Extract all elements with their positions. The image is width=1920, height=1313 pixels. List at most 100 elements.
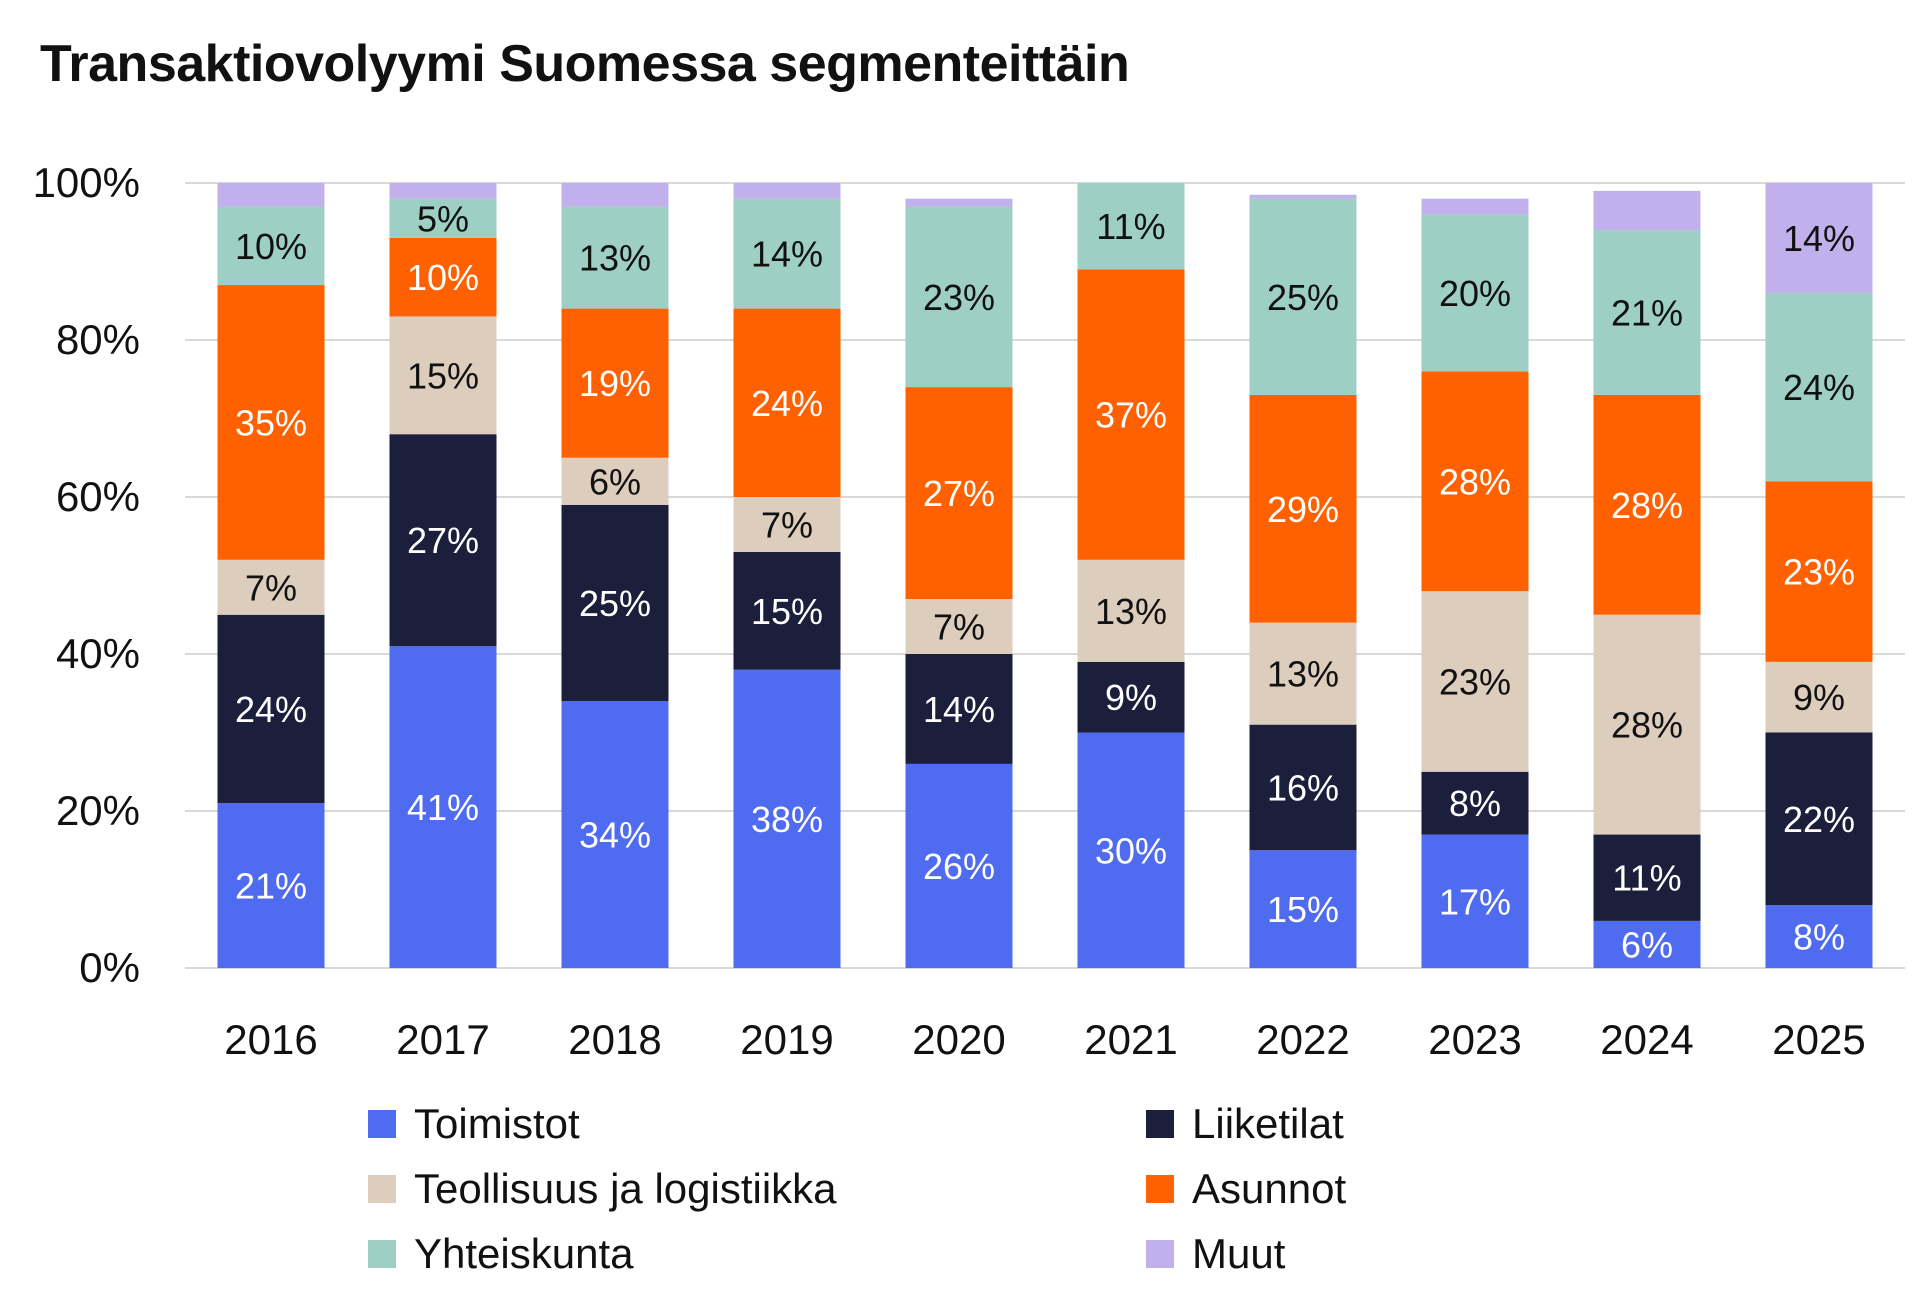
data-label: 8% <box>1449 783 1501 824</box>
data-label: 13% <box>1267 654 1339 695</box>
bar-segment-toimistot <box>905 763 1013 968</box>
data-label: 35% <box>235 402 307 443</box>
data-label: 34% <box>579 815 651 856</box>
bar-segment-yhteiskunta <box>1765 292 1873 482</box>
bar-segment-teollisuus-ja-logistiikka <box>1765 661 1873 733</box>
data-label: 26% <box>923 846 995 887</box>
bar-segment-toimistot <box>1077 732 1185 968</box>
data-label: 30% <box>1095 830 1167 871</box>
data-label: 6% <box>589 461 641 502</box>
data-label: 27% <box>407 520 479 561</box>
bar-segment-asunnot <box>389 237 497 317</box>
data-label: 24% <box>235 689 307 730</box>
bar-segment-teollisuus-ja-logistiikka <box>1421 591 1529 772</box>
bar-segment-liiketilat <box>733 551 841 670</box>
bar-segment-muut <box>1249 194 1357 199</box>
data-label: 23% <box>1783 552 1855 593</box>
bar-segment-liiketilat <box>1249 724 1357 851</box>
bar-segment-liiketilat <box>1765 732 1873 906</box>
data-label: 9% <box>1793 677 1845 718</box>
bar-segment-asunnot <box>733 308 841 497</box>
data-label: 29% <box>1267 489 1339 530</box>
x-tick-label: 2016 <box>224 1016 317 1063</box>
data-label: 6% <box>1621 924 1673 965</box>
y-tick-label: 80% <box>56 316 140 363</box>
data-label: 7% <box>761 504 813 545</box>
bar-segment-toimistot <box>561 701 669 968</box>
bar-segment-liiketilat <box>389 434 497 647</box>
bar-segment-liiketilat <box>1421 771 1529 835</box>
bar-segment-teollisuus-ja-logistiikka <box>1077 559 1185 662</box>
data-label: 25% <box>1267 277 1339 318</box>
bar-segment-teollisuus-ja-logistiikka <box>561 457 669 505</box>
bar-segment-yhteiskunta <box>733 198 841 309</box>
data-label: 5% <box>417 198 469 239</box>
bar-segment-yhteiskunta <box>1593 230 1701 395</box>
data-label: 19% <box>579 363 651 404</box>
bar-segment-liiketilat <box>905 654 1013 764</box>
data-label: 27% <box>923 473 995 514</box>
data-label: 38% <box>751 799 823 840</box>
x-tick-label: 2025 <box>1772 1016 1865 1063</box>
data-label: 11% <box>1096 206 1165 247</box>
bar-segment-muut <box>1421 198 1529 215</box>
bar-segment-yhteiskunta <box>217 206 325 286</box>
bar-segment-muut <box>561 183 669 207</box>
x-tick-label: 2022 <box>1256 1016 1349 1063</box>
data-label: 7% <box>933 607 985 648</box>
bar-segment-toimistot <box>1593 920 1701 968</box>
data-label: 15% <box>1267 889 1339 930</box>
data-label: 9% <box>1105 677 1157 718</box>
bar-segment-muut <box>1765 183 1873 293</box>
bar-segment-yhteiskunta <box>1421 214 1529 372</box>
bar-segment-liiketilat <box>1593 834 1701 921</box>
bar-segment-toimistot <box>733 669 841 968</box>
y-tick-label: 100% <box>33 159 140 206</box>
bar-segment-teollisuus-ja-logistiikka <box>217 559 325 615</box>
y-tick-label: 40% <box>56 630 140 677</box>
data-label: 28% <box>1439 461 1511 502</box>
bar-segment-yhteiskunta <box>1077 183 1185 270</box>
bar-segment-muut <box>733 183 841 199</box>
data-label: 21% <box>235 866 307 907</box>
bar-segment-toimistot <box>1249 850 1357 968</box>
data-label: 14% <box>751 234 823 275</box>
data-label: 11% <box>1612 858 1681 899</box>
bar-segment-teollisuus-ja-logistiikka <box>1249 622 1357 725</box>
data-label: 7% <box>245 567 297 608</box>
bar-segment-teollisuus-ja-logistiikka <box>905 599 1013 654</box>
y-tick-label: 20% <box>56 787 140 834</box>
data-label: 16% <box>1267 767 1339 808</box>
data-label: 20% <box>1439 273 1511 314</box>
bar-segment-asunnot <box>1765 481 1873 662</box>
data-label: 24% <box>751 383 823 424</box>
data-label: 22% <box>1783 799 1855 840</box>
bar-segment-liiketilat <box>217 614 325 804</box>
bar-segment-asunnot <box>561 308 669 458</box>
data-label: 13% <box>1095 591 1167 632</box>
bar-segment-muut <box>905 198 1013 207</box>
bar-segment-liiketilat <box>1077 661 1185 733</box>
bar-segment-teollisuus-ja-logistiikka <box>389 316 497 435</box>
bar-segment-toimistot <box>217 803 325 968</box>
bar-segment-teollisuus-ja-logistiikka <box>733 497 841 552</box>
y-tick-label: 60% <box>56 473 140 520</box>
data-label: 17% <box>1439 881 1511 922</box>
bar-segment-yhteiskunta <box>561 206 669 309</box>
bar-segment-toimistot <box>1421 834 1529 968</box>
data-label: 28% <box>1611 705 1683 746</box>
data-label: 28% <box>1611 485 1683 526</box>
data-label: 14% <box>1783 218 1855 259</box>
data-label: 13% <box>579 238 651 279</box>
bar-segment-yhteiskunta <box>389 198 497 238</box>
bar-segment-toimistot <box>1765 905 1873 968</box>
data-label: 21% <box>1611 293 1683 334</box>
data-label: 10% <box>407 257 479 298</box>
x-tick-label: 2019 <box>740 1016 833 1063</box>
data-label: 15% <box>751 591 823 632</box>
data-label: 15% <box>407 355 479 396</box>
bar-segment-yhteiskunta <box>905 206 1013 388</box>
bar-segment-asunnot <box>1593 394 1701 615</box>
bar-segment-asunnot <box>1077 269 1185 560</box>
